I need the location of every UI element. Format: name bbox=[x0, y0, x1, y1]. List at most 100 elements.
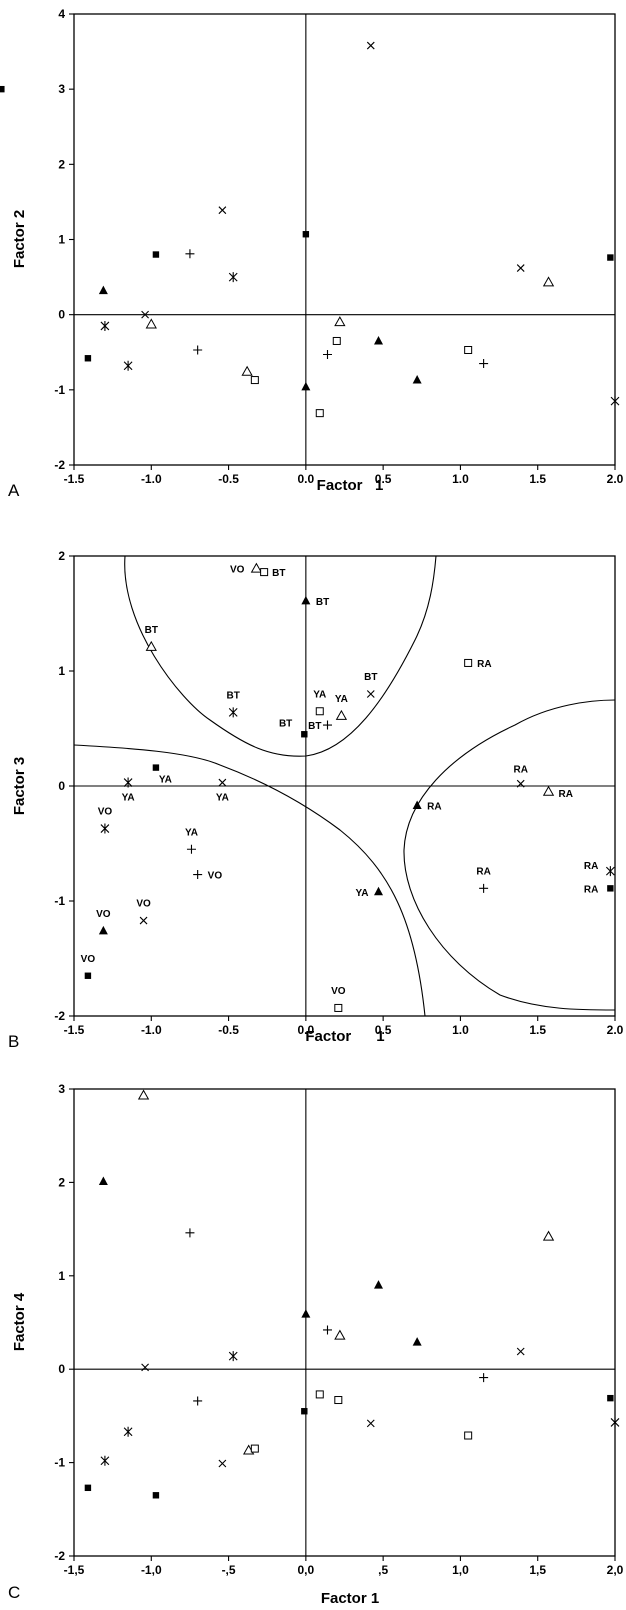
point-x bbox=[366, 690, 375, 698]
point-square-open bbox=[334, 1003, 343, 1012]
point-label: YA bbox=[159, 775, 172, 786]
y-tick-label: 3 bbox=[58, 1082, 65, 1096]
point-label: YA bbox=[313, 689, 326, 700]
x-tick-label: 0.0 bbox=[298, 1023, 315, 1037]
point-label: RA bbox=[476, 866, 490, 877]
y-tick-label: 4 bbox=[58, 7, 65, 21]
point-triangle-open bbox=[542, 785, 555, 796]
point-triangle-filled bbox=[374, 335, 384, 345]
ticks: -1.5 -1.0 -0.5 0.0 0.5 1.0 1.5 2.0 -2 -1 0 1 2 3 4 bbox=[54, 7, 623, 486]
y-tick-label: -1 bbox=[54, 894, 65, 908]
point-triangle-open bbox=[241, 365, 253, 376]
point-square-open bbox=[260, 568, 269, 577]
point-asterisk bbox=[100, 1455, 110, 1466]
point-square-open bbox=[315, 1390, 324, 1399]
point-plus bbox=[479, 883, 489, 893]
x-tick-label: 1.5 bbox=[529, 472, 546, 486]
point-label: BT bbox=[364, 672, 377, 683]
point-plus bbox=[193, 1396, 203, 1406]
ticks: -1.5 -1.0 -0.5 0.0 0.5 1.0 1.5 2.0 -2 -1 0 1 2 bbox=[54, 549, 623, 1037]
point-square-filled bbox=[84, 1484, 92, 1492]
panel-label: A bbox=[8, 481, 20, 500]
point-triangle-open bbox=[145, 640, 157, 651]
point-square-filled bbox=[84, 972, 92, 979]
point-label: VO bbox=[208, 871, 223, 882]
point-square-filled bbox=[607, 254, 614, 261]
point-x bbox=[218, 778, 227, 787]
point-asterisk bbox=[123, 777, 133, 788]
point-asterisk bbox=[228, 272, 238, 283]
point-asterisk bbox=[228, 707, 238, 718]
point-triangle-open bbox=[334, 1329, 346, 1340]
point-plus bbox=[186, 844, 196, 854]
point-label: YA bbox=[185, 827, 198, 838]
point-triangle-open bbox=[335, 709, 348, 720]
point-label: YA bbox=[122, 793, 135, 804]
panel-b: VO VO VO VO VO VO VO BT BT BT BT BT BT BT YA YA YA YA YA YA… bbox=[8, 549, 624, 1051]
x-tick-label: 0.5 bbox=[375, 472, 392, 486]
point-triangle-filled bbox=[374, 886, 384, 896]
point-label: BT bbox=[316, 597, 329, 608]
point-label: RA bbox=[427, 802, 441, 813]
point-square-open bbox=[464, 345, 473, 354]
point-asterisk bbox=[610, 1417, 620, 1428]
point-triangle-filled bbox=[412, 800, 422, 810]
y-tick-label: -1 bbox=[54, 383, 65, 397]
point-asterisk bbox=[123, 1426, 133, 1437]
point-triangle-open bbox=[334, 316, 346, 327]
y-tick-label: -2 bbox=[54, 458, 65, 472]
point-x bbox=[139, 916, 148, 925]
marks: VO VO VO VO VO VO VO BT BT BT BT BT BT BT YA YA YA YA YA YA… bbox=[74, 556, 615, 1016]
panel-label: B bbox=[8, 1032, 19, 1051]
point-square-open bbox=[315, 409, 324, 418]
point-triangle-open bbox=[542, 276, 555, 287]
y-tick-label: 1 bbox=[58, 664, 65, 678]
x-tick-label: 2.0 bbox=[607, 472, 624, 486]
point-triangle-open bbox=[542, 1230, 555, 1241]
point-label: RA bbox=[513, 765, 527, 776]
point-asterisk bbox=[228, 1351, 238, 1362]
point-square-filled bbox=[607, 885, 614, 892]
point-square-filled bbox=[152, 251, 160, 258]
point-label: BT bbox=[227, 690, 240, 701]
point-x bbox=[366, 1419, 375, 1428]
point-x bbox=[141, 310, 149, 319]
y-tick-label: -2 bbox=[54, 1009, 65, 1023]
group-boundary-ra bbox=[403, 699, 616, 1011]
x-tick-label: 1,5 bbox=[529, 1563, 546, 1577]
y-axis-title: Factor 3 bbox=[11, 757, 28, 815]
point-plus bbox=[322, 720, 332, 730]
point-square-filled bbox=[152, 764, 160, 771]
point-square-open bbox=[250, 376, 259, 385]
x-tick-label: 0.5 bbox=[375, 1023, 392, 1037]
y-tick-label: -2 bbox=[54, 1549, 65, 1563]
point-square-open bbox=[464, 658, 473, 667]
x-axis-title: Factor 1 bbox=[321, 1590, 379, 1607]
point-asterisk bbox=[605, 866, 615, 877]
x-tick-label: -1.0 bbox=[141, 1023, 162, 1037]
x-tick-label: 1.0 bbox=[452, 1023, 469, 1037]
point-label: RA bbox=[477, 659, 491, 670]
point-asterisk bbox=[100, 823, 110, 834]
y-tick-label: 0 bbox=[58, 779, 65, 793]
x-tick-label: 0.0 bbox=[298, 472, 315, 486]
point-x bbox=[218, 1459, 227, 1468]
point-triangle-filled bbox=[98, 285, 108, 295]
point-label: RA bbox=[559, 789, 573, 800]
panel-c: -1,5 -1,0 -,5 0,0 ,5 1,0 1,5 2,0 -2 -1 0 1 2 3 Factor… bbox=[8, 1082, 624, 1607]
point-label: VO bbox=[81, 954, 96, 965]
plot-frame bbox=[73, 1088, 616, 1557]
x-tick-label: -1.0 bbox=[141, 472, 162, 486]
y-tick-label: -1 bbox=[54, 1456, 65, 1470]
x-tick-label: -0.5 bbox=[218, 1023, 239, 1037]
point-x bbox=[366, 41, 375, 50]
point-triangle-filled bbox=[412, 1337, 422, 1346]
point-square-filled bbox=[0, 85, 5, 93]
point-asterisk bbox=[123, 360, 133, 371]
point-plus bbox=[322, 1325, 332, 1335]
point-square-filled bbox=[301, 731, 308, 738]
x-tick-label: -1.5 bbox=[64, 472, 85, 486]
y-tick-label: 3 bbox=[58, 82, 65, 96]
x-tick-label: 2.0 bbox=[607, 1023, 624, 1037]
plot-frame bbox=[73, 13, 616, 466]
